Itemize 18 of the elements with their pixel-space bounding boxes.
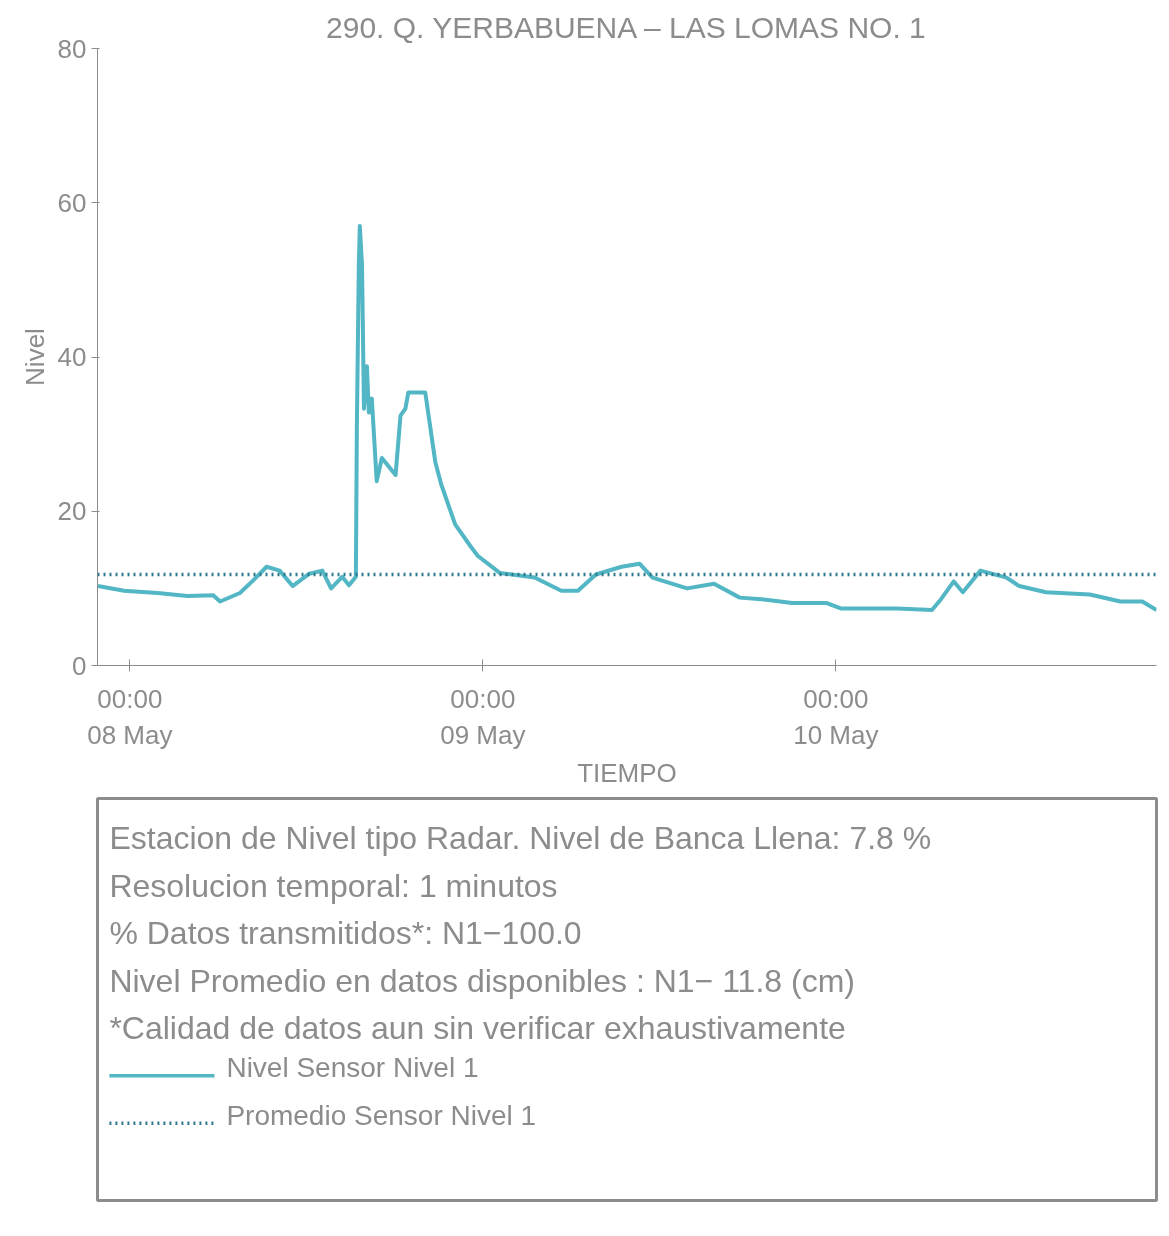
y-tick-label: 40 xyxy=(57,342,87,372)
text: Resolucion temporal: 1 minutos xyxy=(109,867,558,904)
y-tick-label: 80 xyxy=(57,33,87,64)
y-axis-title: Nivel xyxy=(19,328,50,386)
y-tick-label: 20 xyxy=(57,496,87,527)
text: % Datos transmitidos*: N1−100.0 xyxy=(109,915,582,952)
x-tick-label: 00:00 09 May xyxy=(440,683,526,750)
y-tick-label: 60 xyxy=(57,187,87,218)
x-tick-label: 00:00 08 May xyxy=(87,683,173,750)
text: Estacion de Nivel tipo Radar. Nivel de Banca Llena: 7.8 % xyxy=(109,820,932,857)
y-tick-label: 0 xyxy=(72,650,87,681)
legend-label: Promedio Sensor Nivel 1 xyxy=(226,1099,537,1131)
chart-title: 290. Q. YERBABUENA – LAS LOMAS NO. 1 xyxy=(326,10,926,44)
text: Nivel Promedio en datos disponibles : N1− 11.8 (cm) xyxy=(109,962,855,999)
legend-label: Nivel Sensor Nivel 1 xyxy=(226,1052,479,1084)
text: *Calidad de datos aun sin verificar exhaustivamente xyxy=(109,1010,846,1047)
x-tick-label: 00:00 10 May xyxy=(793,683,879,750)
x-axis-title: TIEMPO xyxy=(577,757,677,788)
